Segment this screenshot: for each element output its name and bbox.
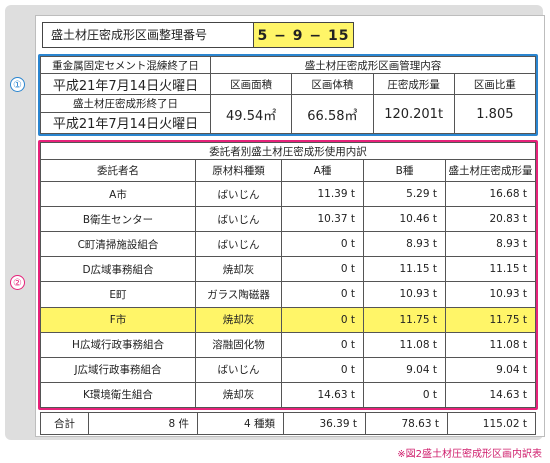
col-area: 区画面積 [209,73,293,96]
totals-table: 合計 8 件 4 種類 36.39 t 78.63 t 115.02 t [40,412,536,435]
totals-kinds: 4 種類 [197,412,284,435]
b-amount: 11.75 t [363,306,446,333]
table-row: C町清掃施設組合 ばいじん 0 t 8.93 t 8.93 t [40,231,536,258]
management-header: 盛土材圧密成形区画管理内容 [210,55,536,75]
a-amount: 14.63 t [281,381,364,409]
col-volume: 区画体積 [291,73,374,96]
title-label: 盛土材圧密成形区画整理番号 [42,22,254,48]
b-amount: 8.93 t [363,231,446,258]
lot-number: 5 − 9 − 15 [254,22,354,48]
end-mix-date: 平成21年7月14日火曜日 [40,73,211,96]
col-gravity: 区画比重 [453,73,537,96]
end-mix-label: 重金属固定セメント混練終了日 [40,55,211,75]
a-amount: 0 t [281,231,364,258]
table-row: E町 ガラス陶磁器 0 t 10.93 t 10.93 t [40,281,536,308]
client-name: A市 [40,180,196,208]
end-form-label: 盛土材圧密成形終了日 [40,94,211,113]
client-name: E町 [40,281,196,308]
val-gravity: 1.805 [453,94,537,134]
material: 溶融固化物 [195,331,282,358]
table-row: K環境衛生組合 焼却灰 14.63 t 0 t 14.63 t [40,381,536,409]
end-form-date: 平成21年7月14日火曜日 [40,111,211,135]
section-2: 委託者別盛土材圧密成形使用内訳 委託者名 原材料種類 A種 B種 盛土材圧密成形… [38,140,538,410]
row-total: 14.63 t [445,381,536,409]
b-amount: 5.29 t [363,180,446,208]
b-amount: 10.46 t [363,206,446,233]
table-row: J広域行政事務組合 ばいじん 0 t 9.04 t 9.04 t [40,356,536,383]
breakdown-table: 委託者別盛土材圧密成形使用内訳 委託者名 原材料種類 A種 B種 盛土材圧密成形… [40,142,536,409]
totals-total: 115.02 t [447,412,536,435]
breakdown-header: 委託者別盛土材圧密成形使用内訳 [40,142,536,160]
totals-label: 合計 [40,412,89,435]
a-amount: 0 t [281,356,364,383]
totals-b: 78.63 t [365,412,448,435]
val-amount: 120.201t [372,94,455,134]
marker-1: ① [10,77,25,92]
row-total: 9.04 t [445,356,536,383]
material: 焼却灰 [195,306,282,333]
material: ばいじん [195,180,282,208]
material: ばいじん [195,231,282,258]
col-client: 委託者名 [40,159,196,182]
row-total: 16.68 t [445,180,536,208]
row-total: 11.75 t [445,306,536,333]
table-row: A市 ばいじん 11.39 t 5.29 t 16.68 t [40,180,536,208]
col-amount: 圧密成形量 [372,73,455,96]
row-total: 11.15 t [445,256,536,283]
material: ガラス陶磁器 [195,281,282,308]
client-name: H広域行政事務組合 [40,331,196,358]
a-amount: 0 t [281,331,364,358]
a-amount: 0 t [281,306,364,333]
table-row: B衛生センター ばいじん 10.37 t 10.46 t 20.83 t [40,206,536,233]
a-amount: 11.39 t [281,180,364,208]
b-amount: 0 t [363,381,446,409]
col-material: 原材料種類 [195,159,282,182]
b-amount: 9.04 t [363,356,446,383]
val-area: 49.54㎡ [209,94,293,134]
material: ばいじん [195,356,282,383]
title-row: 盛土材圧密成形区画整理番号 5 − 9 − 15 [42,22,354,50]
record-sheet: 盛土材圧密成形区画整理番号 5 − 9 − 15 重金属固定セメント混練終了日 … [35,15,545,437]
client-name: B衛生センター [40,206,196,233]
a-amount: 0 t [281,281,364,308]
val-volume: 66.58㎥ [291,94,374,134]
client-name: J広域行政事務組合 [40,356,196,383]
col-a-type: A種 [281,159,364,182]
totals-row: 合計 8 件 4 種類 36.39 t 78.63 t 115.02 t [40,412,536,435]
material: ばいじん [195,206,282,233]
col-formed-total: 盛土材圧密成形量 [445,159,536,182]
row-total: 8.93 t [445,231,536,258]
material: 焼却灰 [195,256,282,283]
col-b-type: B種 [363,159,446,182]
figure-panel: ① ② 盛土材圧密成形区画整理番号 5 − 9 − 15 重金属固定セメント混練… [5,5,545,440]
client-name: K環境衛生組合 [40,381,196,409]
client-name: D広域事務組合 [40,256,196,283]
a-amount: 0 t [281,256,364,283]
totals-count: 8 件 [88,412,198,435]
totals-a: 36.39 t [283,412,366,435]
b-amount: 11.15 t [363,256,446,283]
figure-caption: ※図2盛土材圧密成形区画内訳表 [397,449,542,460]
row-total: 11.08 t [445,331,536,358]
management-table: 重金属固定セメント混練終了日 盛土材圧密成形区画管理内容 平成21年7月14日火… [40,55,537,135]
row-total: 10.93 t [445,281,536,308]
row-total: 20.83 t [445,206,536,233]
client-name: F市 [40,306,196,333]
section-1: 重金属固定セメント混練終了日 盛土材圧密成形区画管理内容 平成21年7月14日火… [38,54,538,136]
table-row: H広域行政事務組合 溶融固化物 0 t 11.08 t 11.08 t [40,331,536,358]
material: 焼却灰 [195,381,282,409]
table-row-highlighted: F市 焼却灰 0 t 11.75 t 11.75 t [40,306,536,333]
b-amount: 11.08 t [363,331,446,358]
b-amount: 10.93 t [363,281,446,308]
client-name: C町清掃施設組合 [40,231,196,258]
a-amount: 10.37 t [281,206,364,233]
marker-2: ② [10,275,25,290]
table-row: D広域事務組合 焼却灰 0 t 11.15 t 11.15 t [40,256,536,283]
